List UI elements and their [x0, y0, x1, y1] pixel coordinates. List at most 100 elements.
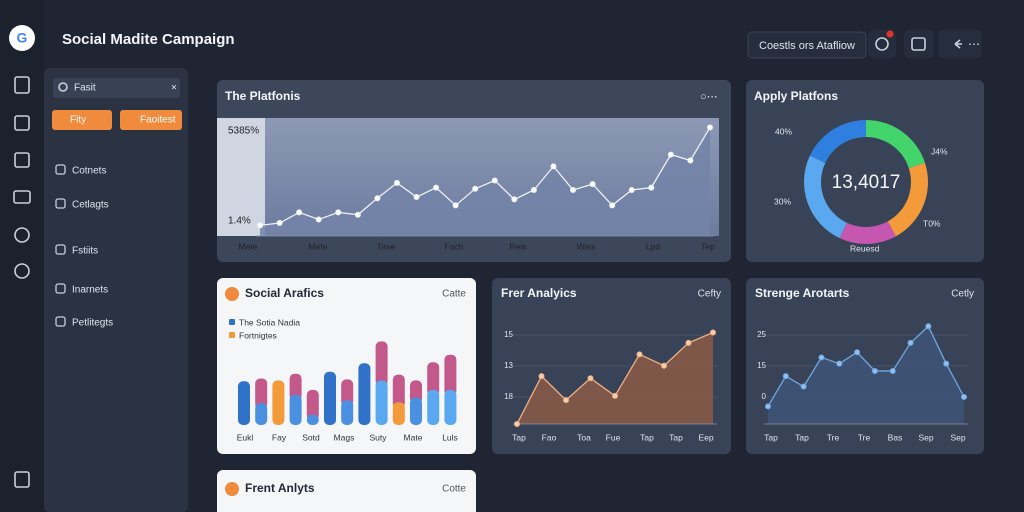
point: [609, 202, 616, 209]
point: [612, 392, 618, 399]
menu-icon: [55, 283, 66, 294]
panel-title: Social Arafics: [245, 286, 324, 300]
x-tick-label: Luls: [442, 432, 458, 442]
legend-swatch: [229, 319, 235, 325]
point: [413, 194, 420, 201]
x-tick-label: Eukl: [237, 432, 254, 442]
menu-item[interactable]: Petlitegts: [72, 318, 113, 329]
panel: [217, 470, 476, 512]
icon-button[interactable]: [904, 30, 934, 58]
bar-segment: [306, 389, 319, 421]
point: [452, 202, 459, 209]
point: [393, 179, 400, 186]
x-tick-label: Bas: [888, 432, 903, 442]
x-tick-label: Tre: [858, 432, 871, 442]
bar-segment: [375, 380, 388, 425]
point: [889, 367, 896, 374]
x-tick-label: Tre: [827, 432, 840, 442]
search-box[interactable]: [53, 78, 180, 98]
icon-rail: [0, 0, 44, 512]
point: [782, 373, 789, 380]
donut-segment: [887, 162, 928, 237]
area: [260, 127, 710, 236]
panel-action[interactable]: Cetly: [951, 289, 974, 300]
x-tick-label: Sotd: [302, 432, 320, 442]
donut-label: 40%: [775, 126, 792, 136]
point: [570, 186, 577, 193]
panel-menu[interactable]: ○⋯: [700, 91, 718, 103]
icon-user[interactable]: [14, 263, 30, 279]
menu-icon: [55, 164, 66, 175]
y-tick-label: 25: [757, 330, 766, 339]
filter-button-label[interactable]: Faoitest: [140, 115, 176, 126]
donut-label: 30%: [774, 196, 791, 206]
menu-icon: [55, 198, 66, 209]
bar-segment: [255, 378, 268, 410]
x-tick-label: Tap: [795, 432, 809, 442]
point: [661, 362, 667, 369]
action-button[interactable]: [747, 31, 867, 59]
filter-button[interactable]: [52, 110, 112, 130]
point: [315, 216, 322, 223]
icon-bell: [875, 37, 889, 51]
point: [961, 393, 967, 400]
plot-highlight: [217, 118, 265, 236]
filter-button[interactable]: [120, 110, 182, 130]
action-button-label[interactable]: Coestls ors Atafliow: [759, 40, 855, 52]
bar-segment: [427, 389, 440, 425]
icon-cart[interactable]: [14, 115, 30, 131]
x-tick-label: Fach: [445, 241, 464, 251]
icon-clear[interactable]: ×: [171, 83, 177, 94]
point: [818, 354, 825, 361]
point: [707, 124, 713, 131]
icon-target[interactable]: [14, 227, 30, 243]
panel-title: Strenge Arotarts: [755, 286, 850, 300]
panel-icon: [225, 482, 239, 496]
menu-item[interactable]: Fstiits: [72, 246, 98, 257]
bar-segment: [444, 389, 457, 425]
bar-segment: [427, 362, 440, 396]
donut-segment: [866, 120, 925, 169]
panel-action[interactable]: Catte: [442, 289, 466, 300]
search-text[interactable]: Fasit: [74, 83, 96, 94]
x-tick-label: Mags: [334, 432, 355, 442]
point: [276, 220, 283, 227]
bar-segment: [410, 380, 422, 404]
point: [687, 157, 694, 164]
line: [259, 127, 711, 227]
x-tick-label: Sep: [950, 432, 965, 442]
menu-icon: [55, 244, 66, 255]
annotation: 1.4%: [228, 216, 251, 227]
panel-action[interactable]: Cotte: [442, 484, 466, 495]
icon-edit[interactable]: [14, 152, 30, 168]
x-tick-label: Reis: [509, 241, 526, 251]
point: [257, 222, 263, 229]
x-tick-label: Suty: [369, 432, 387, 442]
point: [296, 209, 303, 216]
bar-segment: [272, 380, 285, 425]
donut-segment: [809, 120, 866, 163]
icon-doc[interactable]: [14, 76, 30, 94]
logo-mark: G: [17, 30, 28, 46]
icon-wallet[interactable]: [13, 190, 31, 204]
panel-action[interactable]: Cefty: [698, 289, 721, 300]
point: [354, 211, 361, 218]
side-panel: [44, 68, 188, 512]
menu-item[interactable]: Inarnets: [72, 285, 108, 296]
filter-button-label[interactable]: Fity: [70, 115, 86, 126]
bar-segment: [255, 403, 268, 425]
point: [800, 383, 807, 390]
x-tick-label: Tap: [764, 432, 778, 442]
y-tick-label: 18: [504, 392, 513, 401]
bar-segment: [341, 379, 354, 407]
x-tick-label: Tap: [512, 432, 526, 442]
icon-search: [58, 82, 68, 92]
point: [335, 209, 342, 216]
point: [472, 185, 479, 192]
x-tick-label: Mete: [309, 241, 328, 251]
menu-item[interactable]: Cetlagts: [72, 200, 109, 211]
icon-home[interactable]: [14, 471, 30, 488]
point: [514, 421, 520, 427]
menu-item[interactable]: Cotnets: [72, 166, 106, 177]
